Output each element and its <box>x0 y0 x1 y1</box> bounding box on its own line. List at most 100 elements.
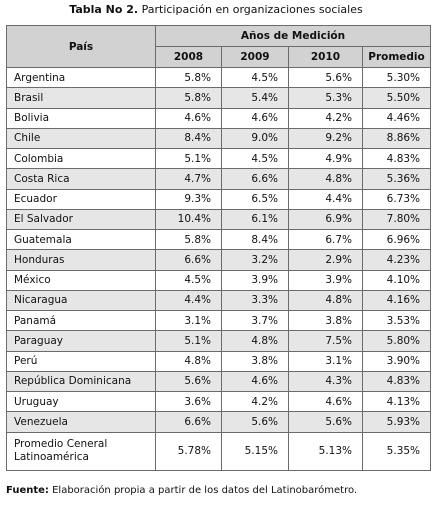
promedio-cell: 4.10% <box>361 269 432 291</box>
source-note: Fuente: Elaboración propia a partir de l… <box>6 485 357 496</box>
value-2009-cell: 4.6% <box>221 107 289 129</box>
promedio-cell: 5.36% <box>361 168 432 190</box>
promedio-cell: 8.86% <box>361 127 432 150</box>
source-label: Fuente: <box>6 485 49 496</box>
country-cell: Uruguay <box>6 390 156 413</box>
value-2010-cell: 3.8% <box>288 309 363 332</box>
table-row: Uruguay 3.6% 4.2% 4.6% 4.13% <box>6 390 432 413</box>
table-row: Brasil 5.8% 5.4% 5.3% 5.50% <box>6 87 432 109</box>
table-row: Nicaragua 4.4% 3.3% 4.8% 4.16% <box>6 289 432 312</box>
country-cell: Perú <box>6 350 156 372</box>
value-2008-cell: 8.4% <box>155 127 222 150</box>
value-2009-cell: 3.9% <box>221 269 289 291</box>
promedio-cell: 6.73% <box>361 188 432 210</box>
value-2008-cell: 4.5% <box>155 269 222 291</box>
column-header-2010: 2010 <box>288 46 363 68</box>
country-cell: Costa Rica <box>6 168 156 190</box>
promedio-cell: 5.30% <box>361 66 432 89</box>
country-cell: Panamá <box>6 309 156 332</box>
value-2009-cell: 3.8% <box>221 350 289 372</box>
promedio-cell: 6.96% <box>361 228 432 251</box>
promedio-cell: 5.80% <box>361 330 432 352</box>
country-cell: Paraguay <box>6 330 156 352</box>
table-row: Guatemala 5.8% 8.4% 6.7% 6.96% <box>6 228 432 251</box>
value-2008-cell: 4.6% <box>155 107 222 129</box>
table-row: Panamá 3.1% 3.7% 3.8% 3.53% <box>6 309 432 332</box>
table-caption: Tabla No 2. Participación en organizacio… <box>0 2 432 18</box>
value-2008-cell: 5.8% <box>155 228 222 251</box>
table-row: República Dominicana 5.6% 4.6% 4.3% 4.83% <box>6 370 432 393</box>
value-2008-cell: 4.4% <box>155 289 222 312</box>
table-row: México 4.5% 3.9% 3.9% 4.10% <box>6 269 432 291</box>
value-2009-cell: 5.4% <box>221 87 289 109</box>
promedio-cell: 4.46% <box>361 107 432 129</box>
value-2008-cell: 9.3% <box>155 188 222 210</box>
participation-table: País Años de Medición 2008 2009 2010 Pro… <box>6 25 432 471</box>
table-row: Perú 4.8% 3.8% 3.1% 3.90% <box>6 350 432 372</box>
value-2008-cell: 4.8% <box>155 350 222 372</box>
promedio-cell: 3.53% <box>361 309 432 332</box>
value-2009-cell: 9.0% <box>221 127 289 150</box>
country-cell: Ecuador <box>6 188 156 210</box>
column-header-2008: 2008 <box>155 46 222 68</box>
country-cell: Chile <box>6 127 156 150</box>
table-row: Ecuador 9.3% 6.5% 4.4% 6.73% <box>6 188 432 210</box>
table-row: Colombia 5.1% 4.5% 4.9% 4.83% <box>6 147 432 170</box>
value-2009-cell: 4.5% <box>221 147 289 170</box>
promedio-cell: 5.50% <box>361 87 432 109</box>
total-country-cell: Promedio Ceneral Latinoamérica <box>6 431 156 471</box>
value-2009-cell: 6.6% <box>221 168 289 190</box>
value-2008-cell: 10.4% <box>155 208 222 231</box>
value-2008-cell: 5.8% <box>155 66 222 89</box>
promedio-cell: 4.23% <box>361 249 432 271</box>
table-row: Paraguay 5.1% 4.8% 7.5% 5.80% <box>6 330 432 352</box>
value-2010-cell: 5.6% <box>288 411 363 433</box>
column-header-promedio: Promedio <box>361 46 432 68</box>
years-group-header: Años de Medición <box>154 25 432 47</box>
table-row: Honduras 6.6% 3.2% 2.9% 4.23% <box>6 249 432 271</box>
value-2009-cell: 3.7% <box>221 309 289 332</box>
value-2010-cell: 4.2% <box>288 107 363 129</box>
value-2008-cell: 5.1% <box>155 330 222 352</box>
table-row: Chile 8.4% 9.0% 9.2% 8.86% <box>6 127 432 150</box>
country-cell: Brasil <box>6 87 156 109</box>
value-2008-cell: 3.6% <box>155 390 222 413</box>
promedio-cell: 4.16% <box>361 289 432 312</box>
source-text: Elaboración propia a partir de los datos… <box>52 485 358 496</box>
value-2010-cell: 3.9% <box>288 269 363 291</box>
country-cell: México <box>6 269 156 291</box>
total-value-2010-cell: 5.13% <box>288 431 363 471</box>
total-value-2008-cell: 5.78% <box>155 431 222 471</box>
table-row: Bolivia 4.6% 4.6% 4.2% 4.46% <box>6 107 432 129</box>
value-2010-cell: 5.3% <box>288 87 363 109</box>
value-2010-cell: 4.6% <box>288 390 363 413</box>
promedio-cell: 4.83% <box>361 370 432 393</box>
value-2009-cell: 3.2% <box>221 249 289 271</box>
value-2008-cell: 5.8% <box>155 87 222 109</box>
country-cell: Bolivia <box>6 107 156 129</box>
table-body: Argentina 5.8% 4.5% 5.6% 5.30% Brasil 5.8% 5.4%… <box>6 66 432 471</box>
value-2009-cell: 4.6% <box>221 370 289 393</box>
value-2009-cell: 6.1% <box>221 208 289 231</box>
value-2009-cell: 4.5% <box>221 66 289 89</box>
value-2008-cell: 5.1% <box>155 147 222 170</box>
value-2009-cell: 4.2% <box>221 390 289 413</box>
total-row: Promedio Ceneral Latinoamérica 5.78% 5.15%… <box>6 431 432 471</box>
country-cell: Guatemala <box>6 228 156 251</box>
value-2010-cell: 6.9% <box>288 208 363 231</box>
value-2010-cell: 6.7% <box>288 228 363 251</box>
promedio-cell: 5.93% <box>361 411 432 433</box>
value-2008-cell: 4.7% <box>155 168 222 190</box>
value-2010-cell: 9.2% <box>288 127 363 150</box>
promedio-cell: 3.90% <box>361 350 432 372</box>
value-2009-cell: 8.4% <box>221 228 289 251</box>
value-2010-cell: 7.5% <box>288 330 363 352</box>
value-2010-cell: 4.3% <box>288 370 363 393</box>
value-2010-cell: 3.1% <box>288 350 363 372</box>
total-promedio-cell: 5.35% <box>361 431 432 471</box>
table-row: Costa Rica 4.7% 6.6% 4.8% 5.36% <box>6 168 432 190</box>
table-row: Venezuela 6.6% 5.6% 5.6% 5.93% <box>6 411 432 433</box>
caption-text: Participación en organizaciones sociales <box>141 3 363 16</box>
value-2008-cell: 6.6% <box>155 249 222 271</box>
column-header-2009: 2009 <box>221 46 289 68</box>
